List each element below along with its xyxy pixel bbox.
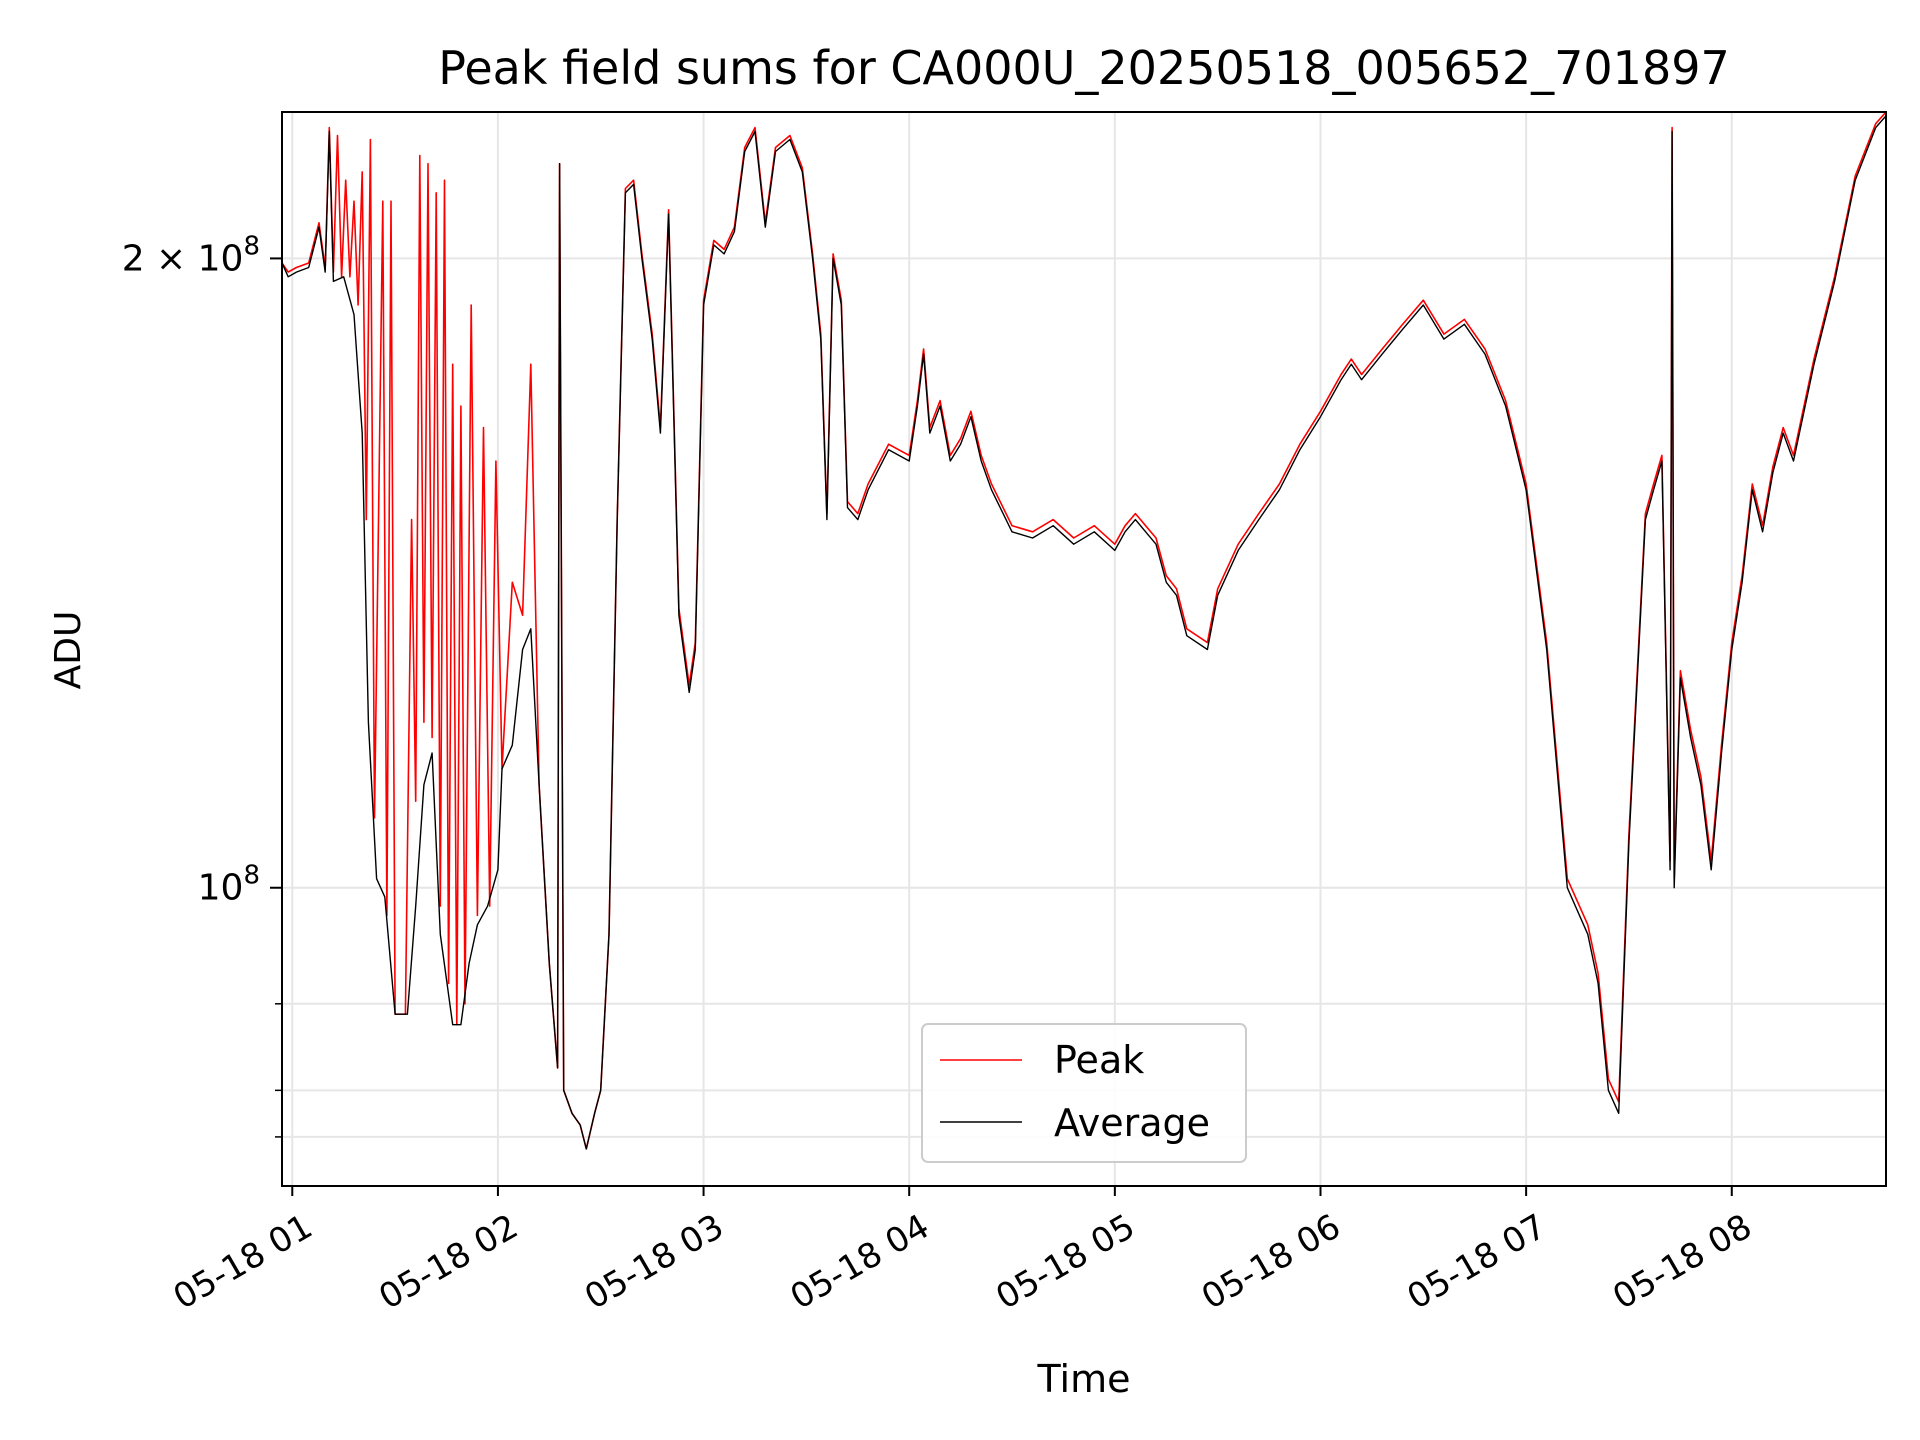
- y-tick-label-exponent: 8: [243, 861, 260, 891]
- y-tick-label-base: 2 × 10: [122, 238, 244, 279]
- x-axis-label: Time: [1037, 1357, 1131, 1401]
- legend-label-peak: Peak: [1054, 1038, 1144, 1082]
- y-tick-label-base: 10: [198, 868, 244, 909]
- series-line-average: [281, 115, 1887, 1150]
- plot-frame: [281, 111, 1887, 1187]
- legend: Peak Average: [921, 1023, 1247, 1163]
- axes: [281, 111, 1887, 1187]
- chart-title: Peak field sums for CA000U_20250518_0056…: [438, 41, 1730, 95]
- legend-label-average: Average: [1054, 1101, 1210, 1145]
- plot-series: [281, 111, 1887, 1150]
- y-axis-label: ADU: [48, 611, 89, 690]
- y-tick-label: 108: [198, 861, 260, 909]
- y-tick-label: 2 × 108: [122, 231, 260, 279]
- y-tick-label-exponent: 8: [243, 231, 260, 261]
- legend-box: [921, 1023, 1247, 1163]
